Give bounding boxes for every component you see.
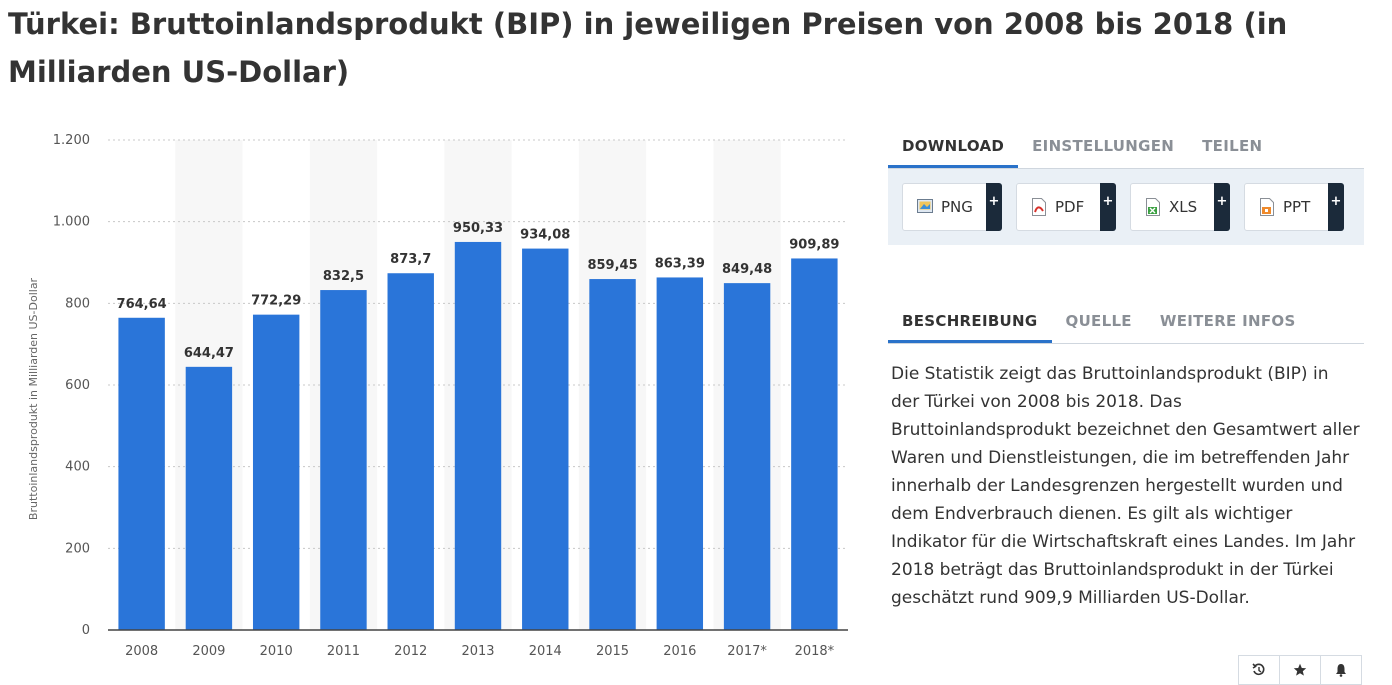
chart-canvas: 0 200 400 600 800 1.000 1.200 764,64 2008 644,47 2… [27, 133, 848, 659]
bar [589, 279, 636, 630]
plus-icon: + [1214, 183, 1230, 231]
bar [522, 248, 569, 631]
value-label: 859,45 [587, 258, 637, 273]
x-tick-label: 2012 [394, 644, 427, 659]
x-tick-label: 2009 [192, 644, 225, 659]
value-label: 863,39 [655, 256, 705, 271]
history-icon[interactable] [1238, 655, 1279, 685]
bar [723, 283, 771, 630]
description-text: Die Statistik zeigt das Bruttoinlandspro… [891, 364, 1360, 608]
tab-einstellungen[interactable]: EINSTELLUNGEN [1032, 137, 1175, 155]
value-label: 873,7 [390, 252, 431, 267]
value-label: 934,08 [520, 228, 570, 243]
tab-teilen[interactable]: TEILEN [1202, 137, 1263, 155]
download-xls-label: XLS [1169, 198, 1198, 216]
tab-quelle[interactable]: QUELLE [1065, 312, 1132, 330]
bar [791, 258, 838, 630]
image-icon [917, 198, 933, 216]
value-label: 832,5 [323, 269, 364, 284]
bar-chart: 0 200 400 600 800 1.000 1.200 764,64 2008 644,47 2… [0, 120, 860, 677]
tab-beschreibung[interactable]: BESCHREIBUNG [888, 299, 1052, 343]
info-tabs: BESCHREIBUNG QUELLE WEITERE INFOS [888, 299, 1364, 344]
footer-icon-bar [1238, 655, 1362, 685]
download-pdf-label: PDF [1055, 198, 1085, 216]
tab-download[interactable]: DOWNLOAD [888, 124, 1019, 168]
tab-weitere-infos[interactable]: WEITERE INFOS [1159, 312, 1296, 330]
download-pdf-button[interactable]: PDF + [1016, 183, 1116, 231]
x-tick-label: 2015 [596, 644, 629, 659]
ppt-icon [1259, 198, 1275, 216]
x-tick-label: 2016 [663, 644, 696, 659]
download-tabs: DOWNLOAD EINSTELLUNGEN TEILEN [888, 124, 1364, 169]
y-axis-title: Bruttoinlandsprodukt in Milliarden US-Do… [27, 277, 40, 520]
pdf-icon [1031, 198, 1047, 216]
x-tick-label: 2013 [461, 644, 494, 659]
y-tick-label: 600 [65, 378, 90, 393]
download-box: PNG + PDF + XLS + PPT + [888, 169, 1364, 245]
bar [454, 241, 502, 630]
y-tick-label: 800 [65, 296, 90, 311]
download-ppt-label: PPT [1283, 198, 1311, 216]
value-label: 764,64 [117, 297, 167, 312]
x-tick-label: 2014 [529, 644, 562, 659]
value-label: 909,89 [789, 237, 839, 252]
bar [656, 277, 704, 630]
x-tick-label: 2010 [260, 644, 293, 659]
side-panel: DOWNLOAD EINSTELLUNGEN TEILEN PNG + PDF … [888, 124, 1364, 612]
y-tick-label: 1.200 [53, 133, 90, 148]
bar [185, 366, 233, 630]
download-png-button[interactable]: PNG + [902, 183, 1002, 231]
x-tick-label: 2018* [795, 644, 835, 659]
value-label: 644,47 [184, 346, 234, 361]
value-label: 950,33 [453, 221, 503, 236]
page-title: Türkei: Bruttoinlandsprodukt (BIP) in je… [8, 7, 1288, 89]
bar [252, 314, 300, 630]
star-icon[interactable] [1279, 655, 1320, 685]
y-tick-label: 400 [65, 460, 90, 475]
xls-icon [1145, 198, 1161, 216]
value-label: 772,29 [251, 294, 301, 309]
plus-icon: + [1328, 183, 1344, 231]
value-label: 849,48 [722, 262, 772, 277]
download-xls-button[interactable]: XLS + [1130, 183, 1230, 231]
download-ppt-button[interactable]: PPT + [1244, 183, 1344, 231]
y-tick-label: 200 [65, 541, 90, 556]
bar [118, 317, 165, 630]
bar [387, 273, 434, 630]
y-tick-label: 0 [82, 623, 90, 638]
x-tick-label: 2017* [727, 644, 767, 659]
bar [320, 290, 367, 630]
x-tick-label: 2008 [125, 644, 158, 659]
download-png-label: PNG [941, 198, 973, 216]
bell-icon[interactable] [1320, 655, 1362, 685]
x-tick-label: 2011 [327, 644, 360, 659]
plus-icon: + [1100, 183, 1116, 231]
plus-icon: + [986, 183, 1002, 231]
y-tick-label: 1.000 [53, 215, 90, 230]
